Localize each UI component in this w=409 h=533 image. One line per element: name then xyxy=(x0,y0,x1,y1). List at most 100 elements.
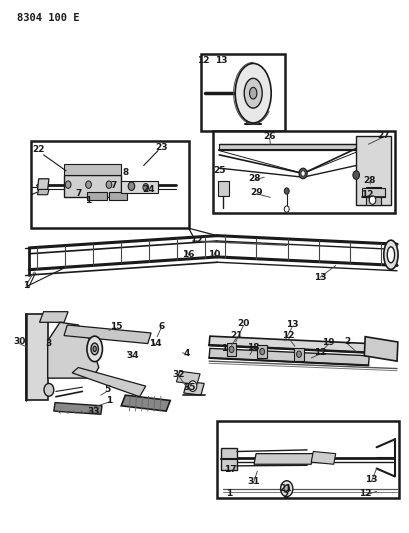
Polygon shape xyxy=(355,136,390,205)
Polygon shape xyxy=(209,349,369,366)
Polygon shape xyxy=(26,314,47,400)
Polygon shape xyxy=(366,187,380,205)
Circle shape xyxy=(298,168,306,179)
Circle shape xyxy=(128,182,135,190)
Polygon shape xyxy=(293,348,303,361)
Bar xyxy=(217,421,398,498)
Circle shape xyxy=(352,171,359,179)
Ellipse shape xyxy=(235,63,270,123)
Text: 3: 3 xyxy=(46,339,52,348)
Circle shape xyxy=(369,196,375,204)
Ellipse shape xyxy=(244,78,262,108)
Text: 4: 4 xyxy=(183,349,190,358)
Text: 7: 7 xyxy=(75,189,81,198)
Circle shape xyxy=(143,183,148,191)
Text: 2: 2 xyxy=(282,490,288,499)
Polygon shape xyxy=(121,181,157,193)
Circle shape xyxy=(280,481,292,497)
Circle shape xyxy=(283,188,288,194)
Bar xyxy=(200,54,284,131)
Text: 16: 16 xyxy=(182,251,194,260)
Polygon shape xyxy=(64,165,121,175)
Text: 8304 100 E: 8304 100 E xyxy=(17,13,79,23)
Bar xyxy=(213,131,394,213)
Circle shape xyxy=(283,206,288,212)
Text: 1: 1 xyxy=(85,196,92,205)
Text: 6: 6 xyxy=(158,321,164,330)
Text: 12: 12 xyxy=(314,348,326,357)
Polygon shape xyxy=(310,451,335,464)
Text: 21: 21 xyxy=(279,484,292,493)
Text: 34: 34 xyxy=(126,351,139,360)
Ellipse shape xyxy=(386,247,393,263)
Text: 1: 1 xyxy=(220,344,227,353)
Circle shape xyxy=(296,351,301,358)
Polygon shape xyxy=(254,454,312,464)
Polygon shape xyxy=(39,312,68,322)
Text: 12: 12 xyxy=(358,489,371,498)
Text: 13: 13 xyxy=(215,56,227,65)
Circle shape xyxy=(85,181,91,188)
Polygon shape xyxy=(176,371,200,384)
Circle shape xyxy=(283,485,289,492)
Text: 33: 33 xyxy=(87,407,99,416)
Polygon shape xyxy=(218,181,228,196)
Text: 12: 12 xyxy=(189,237,202,246)
Polygon shape xyxy=(219,144,357,150)
Ellipse shape xyxy=(249,87,256,99)
Text: 18: 18 xyxy=(246,343,259,352)
Circle shape xyxy=(300,171,304,176)
Text: 8: 8 xyxy=(122,168,128,177)
Text: 7: 7 xyxy=(110,181,117,190)
Polygon shape xyxy=(64,325,151,344)
Polygon shape xyxy=(226,343,236,356)
Ellipse shape xyxy=(383,240,397,269)
Polygon shape xyxy=(257,345,266,358)
Text: 22: 22 xyxy=(32,145,45,154)
Text: 1: 1 xyxy=(23,280,29,289)
Polygon shape xyxy=(37,179,49,190)
Text: 28: 28 xyxy=(248,174,261,183)
Polygon shape xyxy=(54,402,102,414)
Text: 12: 12 xyxy=(196,56,209,65)
Text: 19: 19 xyxy=(321,338,334,347)
Text: 25: 25 xyxy=(213,166,225,175)
Text: 13: 13 xyxy=(285,320,298,329)
Text: 1: 1 xyxy=(106,396,112,405)
Ellipse shape xyxy=(87,336,102,362)
Text: 28: 28 xyxy=(362,176,375,185)
Text: 29: 29 xyxy=(249,188,262,197)
Ellipse shape xyxy=(91,343,98,355)
Text: 20: 20 xyxy=(237,319,249,328)
Text: 13: 13 xyxy=(313,273,326,281)
Circle shape xyxy=(259,349,264,355)
Text: 14: 14 xyxy=(148,339,161,348)
Text: 1: 1 xyxy=(225,489,231,498)
Text: 21: 21 xyxy=(230,331,243,340)
Polygon shape xyxy=(183,381,204,395)
Polygon shape xyxy=(109,192,127,200)
Bar xyxy=(31,141,188,228)
Text: 24: 24 xyxy=(142,185,155,194)
Circle shape xyxy=(106,181,112,188)
Polygon shape xyxy=(37,189,49,195)
Text: 23: 23 xyxy=(155,143,167,152)
Polygon shape xyxy=(209,336,369,353)
Text: 5: 5 xyxy=(103,385,110,394)
Text: 32: 32 xyxy=(172,370,184,379)
Text: 12: 12 xyxy=(281,331,294,340)
Text: 10: 10 xyxy=(207,251,220,260)
Text: 15: 15 xyxy=(109,322,122,331)
Circle shape xyxy=(44,383,54,396)
Text: 12: 12 xyxy=(360,190,373,199)
Text: 2: 2 xyxy=(343,337,349,346)
Text: 31: 31 xyxy=(246,478,259,486)
Circle shape xyxy=(65,181,71,188)
Ellipse shape xyxy=(93,346,96,352)
Text: 35: 35 xyxy=(183,383,195,392)
Polygon shape xyxy=(86,192,107,200)
Polygon shape xyxy=(64,175,121,197)
Polygon shape xyxy=(121,395,170,411)
Text: 30: 30 xyxy=(13,337,26,346)
Polygon shape xyxy=(362,188,384,197)
